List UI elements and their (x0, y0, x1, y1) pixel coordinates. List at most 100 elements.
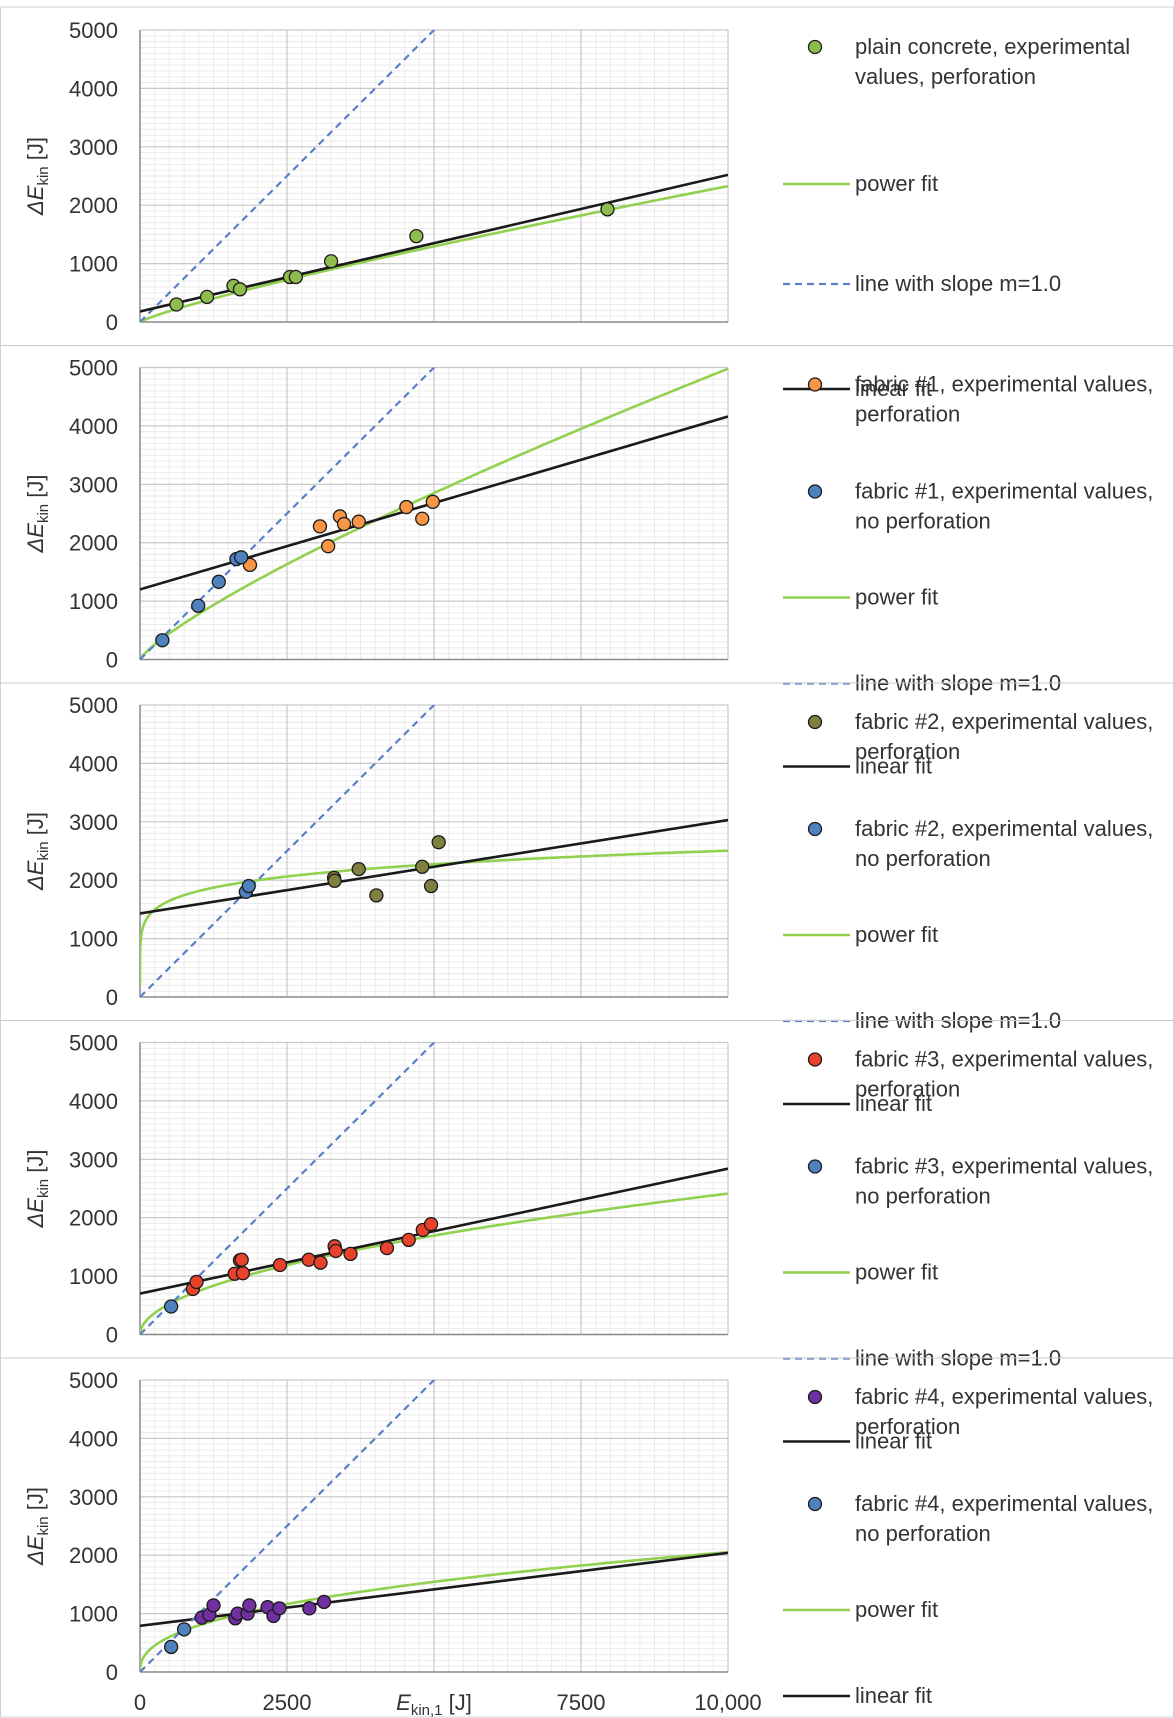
y-axis-label: ΔEkin [J] (23, 475, 52, 554)
data-point (206, 1598, 221, 1613)
legend: fabric #3, experimental values, perforati… (783, 1047, 1153, 1454)
y-tick-label: 0 (106, 1323, 118, 1348)
y-tick-label: 2000 (69, 531, 118, 556)
legend: fabric #2, experimental values, perforati… (783, 709, 1153, 1116)
slope-one-line (140, 30, 436, 322)
data-point (169, 297, 184, 312)
y-tick-label: 3000 (69, 1485, 118, 1510)
linear-fit-line (140, 818, 728, 915)
data-point (272, 1601, 287, 1616)
y-axis-label: ΔEkin [J] (23, 812, 52, 891)
slope-one-line (140, 1042, 436, 1335)
y-tick-label: 4000 (69, 414, 118, 439)
data-point (423, 878, 439, 894)
legend: fabric #4, experimental values, perforati… (783, 1384, 1153, 1708)
legend-marker (807, 377, 823, 392)
data-point (211, 574, 226, 589)
y-tick-label: 1000 (69, 927, 118, 952)
y-tick-label: 2000 (69, 193, 118, 218)
data-point (351, 861, 366, 877)
data-point (415, 859, 430, 874)
legend-label: power fit (855, 585, 938, 610)
data-point (336, 516, 352, 532)
legend-label: linear fit (855, 754, 932, 779)
data-point (399, 499, 414, 515)
chart-panel-3: 0 1000 2000 3000 4000 5000 ΔEkin [J] fabric #2,… (0, 682, 1174, 1116)
x-tick-label: 7500 (557, 1690, 606, 1715)
y-tick-label: 1000 (69, 1264, 118, 1289)
legend-label: fabric #1, experimental values, no perfor… (855, 479, 1153, 534)
plot-series (140, 1380, 728, 1672)
y-tick-label: 1000 (69, 252, 118, 277)
legend-label: fabric #4, experimental values, no perfor… (855, 1491, 1153, 1546)
data-point (313, 1255, 328, 1270)
data-point (423, 1216, 439, 1232)
legend-label: fabric #3, experimental values, perforati… (855, 1047, 1153, 1102)
plot-series (140, 367, 728, 660)
data-point (232, 282, 248, 297)
chart-panel-2: 0 1000 2000 3000 4000 5000 ΔEkin [J] fabric #1,… (0, 345, 1174, 779)
data-point (191, 598, 206, 613)
data-point (379, 1240, 395, 1256)
legend-label: fabric #2, experimental values, no perfor… (855, 816, 1153, 871)
legend: plain concrete, experimental values, perf… (783, 34, 1130, 401)
data-point (351, 514, 366, 529)
legend-label: power fit (855, 1260, 938, 1285)
legend: fabric #1, experimental values, perforati… (783, 372, 1153, 779)
legend-label: fabric #1, experimental values, perforati… (855, 372, 1153, 427)
y-tick-label: 4000 (69, 1089, 118, 1114)
power-fit-curve (140, 849, 728, 986)
data-point (164, 1299, 179, 1314)
y-tick-label: 3000 (69, 472, 118, 497)
y-tick-label: 5000 (69, 1031, 118, 1056)
y-tick-label: 4000 (69, 76, 118, 101)
legend-marker (807, 39, 823, 55)
data-point (343, 1246, 358, 1262)
y-tick-label: 4000 (69, 1426, 118, 1451)
chart-panel-4: 0 1000 2000 3000 4000 5000 ΔEkin [J] fabric #3,… (0, 1020, 1174, 1454)
data-point (323, 254, 339, 269)
legend-marker (807, 1496, 823, 1512)
legend-marker (807, 1159, 823, 1174)
plot-series (140, 1042, 728, 1335)
plot-series (140, 30, 728, 322)
y-tick-label: 3000 (69, 135, 118, 160)
slope-one-line (140, 705, 436, 997)
data-point (302, 1601, 317, 1616)
legend-marker (807, 1052, 823, 1067)
data-point (415, 511, 430, 526)
x-tick-label: 0 (134, 1690, 146, 1715)
legend-label: linear fit (855, 1683, 932, 1708)
data-point (272, 1257, 288, 1273)
y-tick-label: 5000 (69, 693, 118, 718)
data-point (425, 494, 440, 509)
data-point (233, 550, 249, 565)
legend-label: linear fit (855, 1429, 932, 1454)
power-fit-curve (140, 1550, 728, 1672)
legend-label: power fit (855, 171, 938, 196)
x-tick-label: 2500 (263, 1690, 312, 1715)
legend-label: fabric #4, experimental values, perforati… (855, 1384, 1153, 1439)
legend-label: plain concrete, experimental values, perf… (855, 34, 1130, 89)
legend-label: linear fit (855, 376, 932, 401)
data-point (327, 873, 342, 888)
data-point (288, 269, 303, 285)
y-tick-label: 0 (106, 648, 118, 673)
y-tick-label: 0 (106, 310, 118, 335)
y-tick-label: 5000 (69, 356, 118, 381)
y-tick-label: 5000 (69, 18, 118, 43)
data-point (155, 633, 170, 648)
y-tick-label: 5000 (69, 1368, 118, 1393)
data-point (241, 878, 256, 894)
data-point (409, 229, 424, 244)
legend-label: fabric #3, experimental values, no perfor… (855, 1154, 1153, 1209)
chart-panel-5: 0 1000 2000 3000 4000 5000 ΔEkin [J] 0 2500 7500 1… (0, 1357, 1174, 1718)
data-point (176, 1622, 192, 1637)
legend-label: line with slope m=1.0 (855, 271, 1061, 296)
plot-series (140, 705, 728, 997)
y-axis-label: ΔEkin [J] (23, 137, 52, 216)
y-tick-label: 1000 (69, 589, 118, 614)
legend-label: power fit (855, 922, 938, 947)
legend-label: linear fit (855, 1091, 932, 1116)
